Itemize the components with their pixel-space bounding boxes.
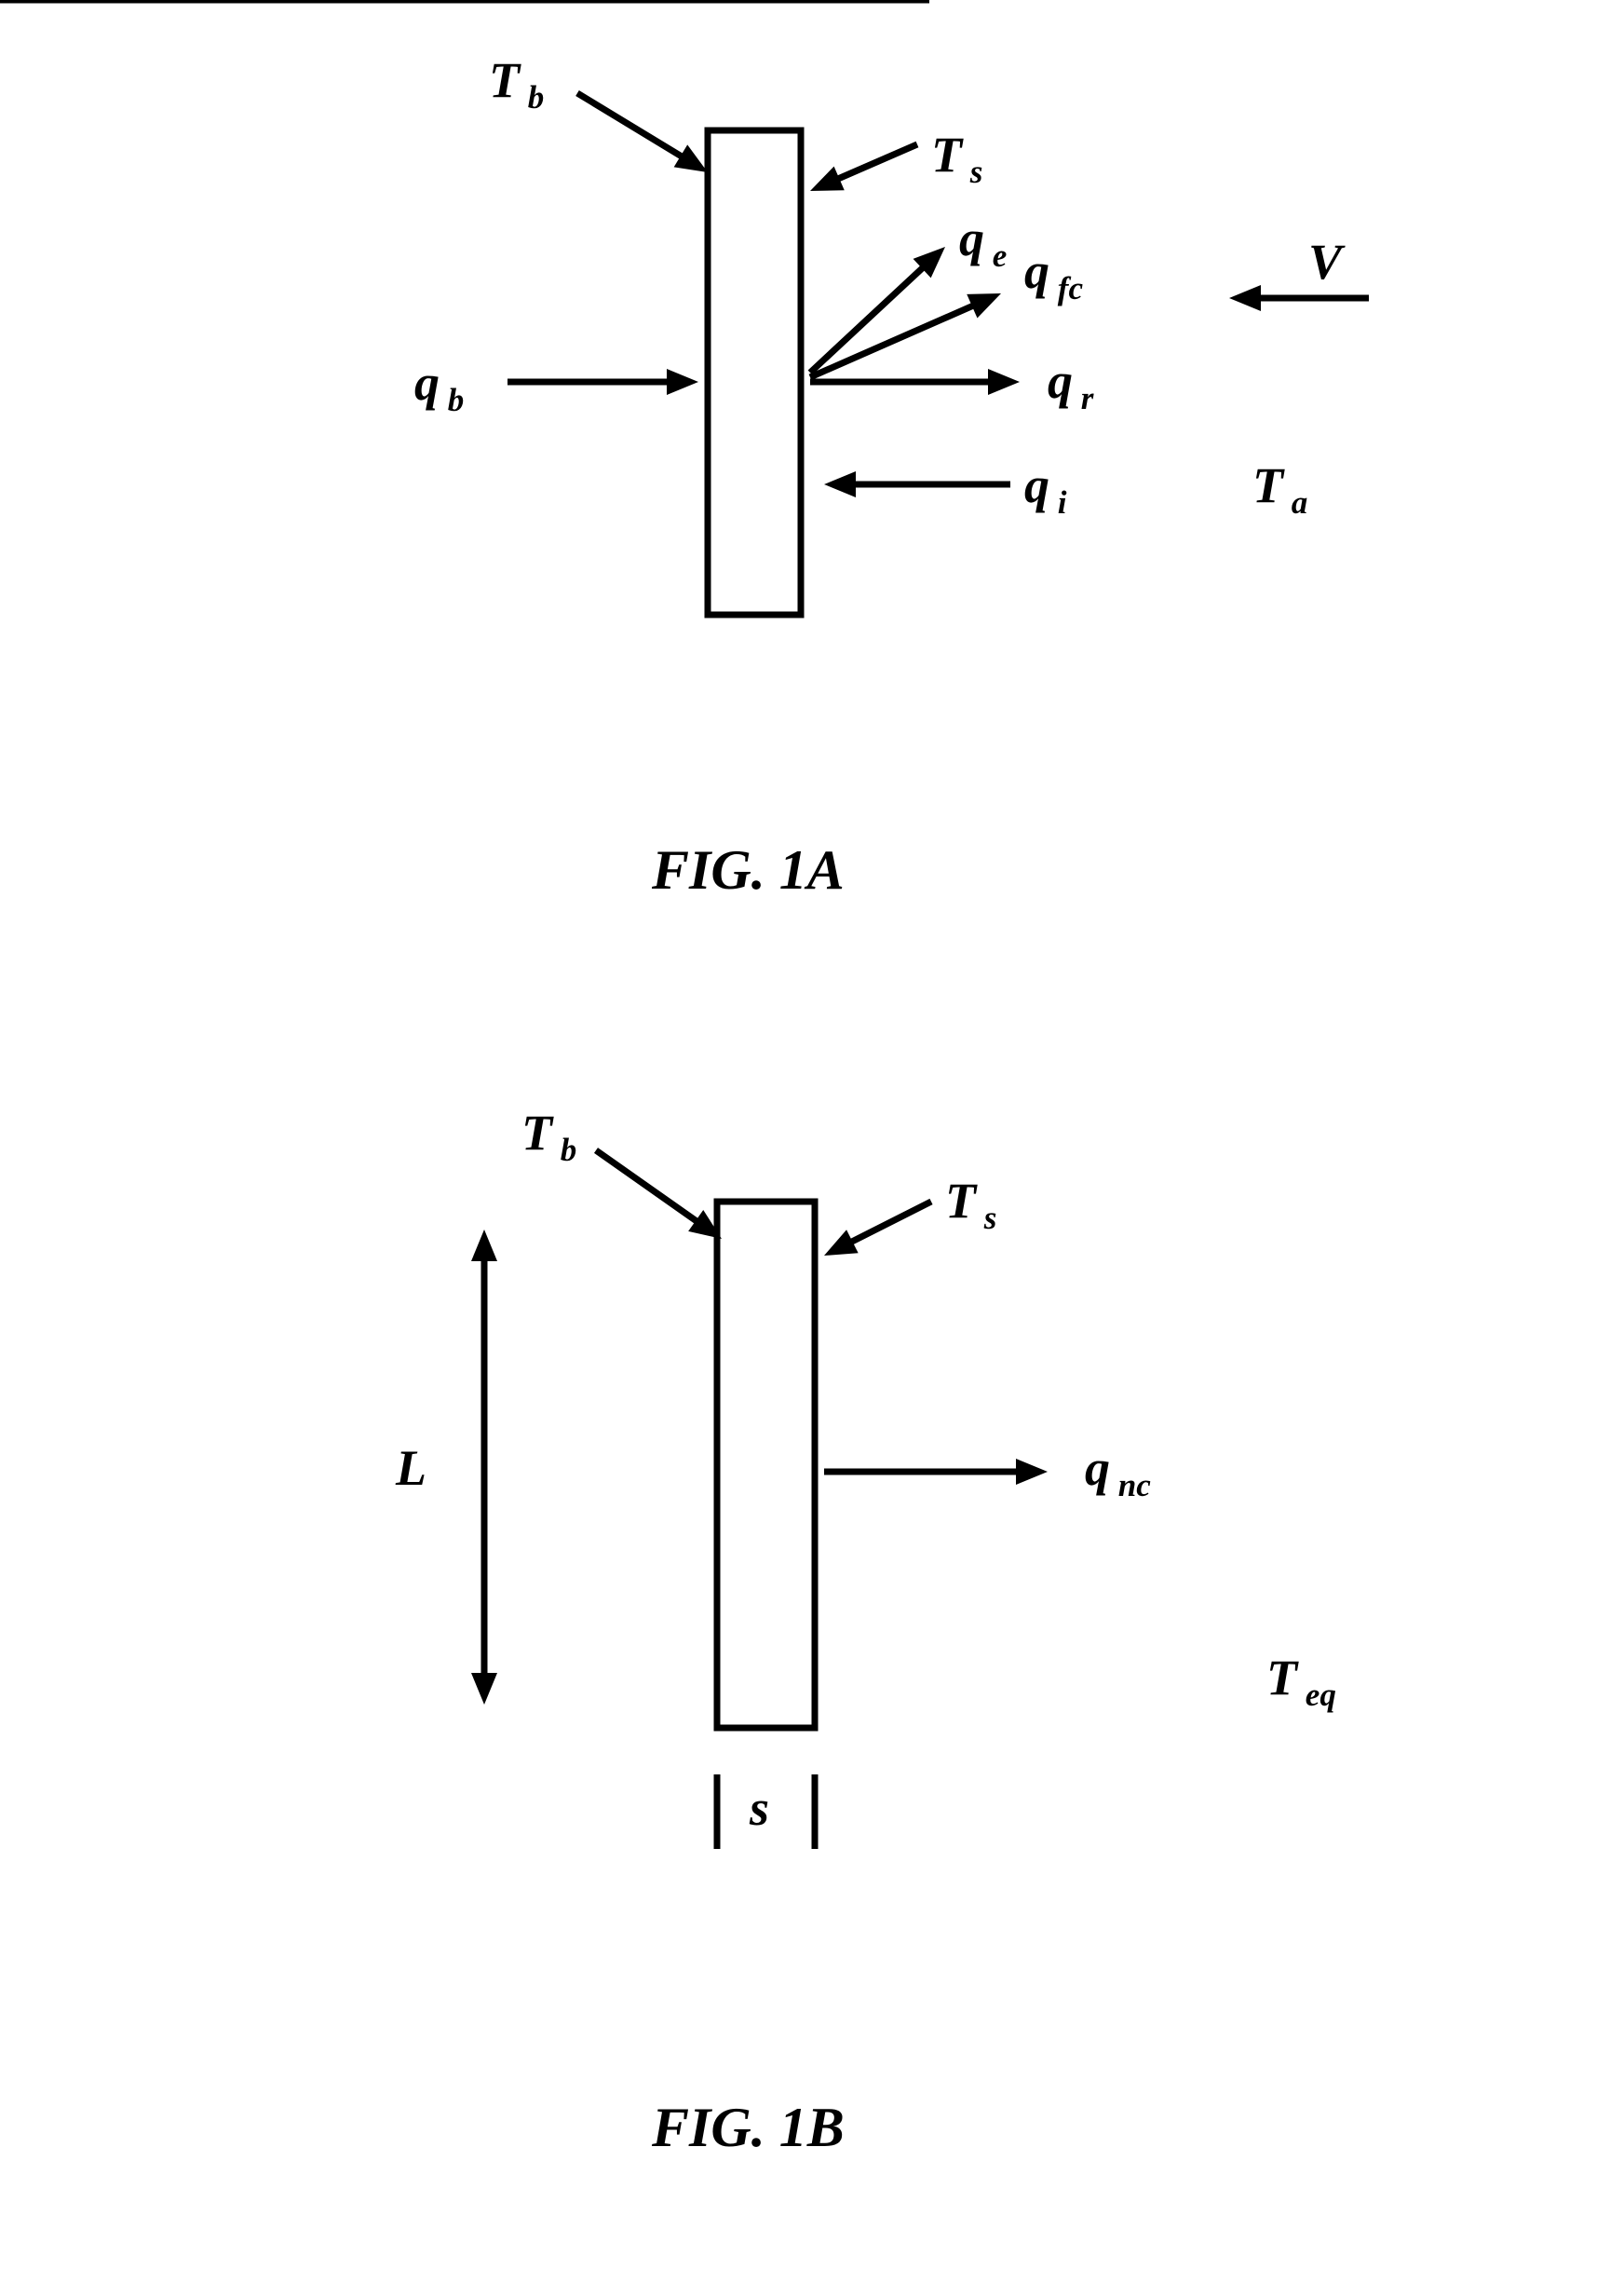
figA-label-qb: q b — [414, 354, 464, 419]
figA-label-Tb: T b — [489, 51, 544, 116]
figA-label-Ts: T s — [931, 126, 982, 191]
figA-label-V: V — [1308, 233, 1342, 291]
figB-label-qnc: q nc — [1085, 1439, 1151, 1504]
figA-caption: FIG. 1A — [652, 838, 845, 903]
figB-label-Ts: T s — [945, 1172, 996, 1237]
figB-label-s: s — [750, 1779, 769, 1837]
figB-label-Tb: T b — [521, 1104, 576, 1169]
figB-label-Teq: T eq — [1266, 1649, 1336, 1714]
figA-label-qe: q e — [959, 210, 1007, 275]
diagram-canvas — [0, 0, 1624, 2283]
figA-label-qr: q r — [1048, 352, 1093, 417]
figA-label-qfc: q fc — [1024, 242, 1083, 307]
figA-label-qi: q i — [1024, 456, 1067, 522]
figA-label-Ta: T a — [1252, 456, 1307, 522]
figB-label-L: L — [396, 1439, 426, 1497]
figB-caption: FIG. 1B — [652, 2096, 845, 2160]
